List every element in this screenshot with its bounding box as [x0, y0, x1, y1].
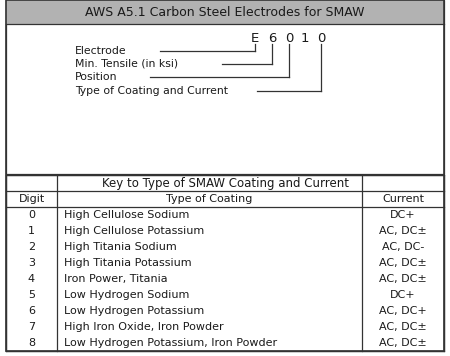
Text: Min. Tensile (in ksi): Min. Tensile (in ksi) — [75, 59, 178, 69]
Text: 5: 5 — [28, 290, 35, 300]
Text: Digit: Digit — [18, 194, 45, 204]
Text: 1: 1 — [301, 31, 309, 44]
Text: High Titania Sodium: High Titania Sodium — [64, 242, 177, 252]
Text: 0: 0 — [28, 210, 35, 220]
Text: Low Hydrogen Potassium: Low Hydrogen Potassium — [64, 306, 204, 316]
Text: AWS A5.1 Carbon Steel Electrodes for SMAW: AWS A5.1 Carbon Steel Electrodes for SMA… — [85, 5, 365, 19]
Text: Electrode: Electrode — [75, 46, 126, 56]
Text: AC, DC-: AC, DC- — [382, 242, 424, 252]
Text: High Cellulose Potassium: High Cellulose Potassium — [64, 226, 204, 236]
Text: 1: 1 — [28, 226, 35, 236]
Text: Type of Coating and Current: Type of Coating and Current — [75, 86, 228, 96]
Text: Key to Type of SMAW Coating and Current: Key to Type of SMAW Coating and Current — [102, 177, 348, 189]
Text: High Iron Oxide, Iron Powder: High Iron Oxide, Iron Powder — [64, 322, 224, 332]
Text: Type of Coating: Type of Coating — [166, 194, 253, 204]
Text: AC, DC±: AC, DC± — [379, 258, 427, 268]
Text: 0: 0 — [285, 31, 293, 44]
Text: AC, DC±: AC, DC± — [379, 338, 427, 348]
Bar — [6, 0, 444, 24]
Text: E: E — [251, 31, 259, 44]
Bar — [6, 175, 444, 351]
Text: Low Hydrogen Sodium: Low Hydrogen Sodium — [64, 290, 189, 300]
Text: High Titania Potassium: High Titania Potassium — [64, 258, 192, 268]
Text: AC, DC±: AC, DC± — [379, 226, 427, 236]
Text: DC+: DC+ — [390, 210, 416, 220]
Text: 6: 6 — [268, 31, 276, 44]
Text: Iron Power, Titania: Iron Power, Titania — [64, 274, 167, 284]
Text: AC, DC±: AC, DC± — [379, 322, 427, 332]
Text: Low Hydrogen Potassium, Iron Powder: Low Hydrogen Potassium, Iron Powder — [64, 338, 277, 348]
Text: Position: Position — [75, 72, 117, 82]
Text: DC+: DC+ — [390, 290, 416, 300]
Text: 8: 8 — [28, 338, 35, 348]
Text: 6: 6 — [28, 306, 35, 316]
Text: 0: 0 — [317, 31, 325, 44]
Text: 3: 3 — [28, 258, 35, 268]
Text: High Cellulose Sodium: High Cellulose Sodium — [64, 210, 189, 220]
Text: 2: 2 — [28, 242, 35, 252]
Text: Current: Current — [382, 194, 424, 204]
Bar — [6, 0, 444, 174]
Text: 7: 7 — [28, 322, 35, 332]
Text: 4: 4 — [28, 274, 35, 284]
Text: AC, DC+: AC, DC+ — [379, 306, 427, 316]
Text: AC, DC±: AC, DC± — [379, 274, 427, 284]
